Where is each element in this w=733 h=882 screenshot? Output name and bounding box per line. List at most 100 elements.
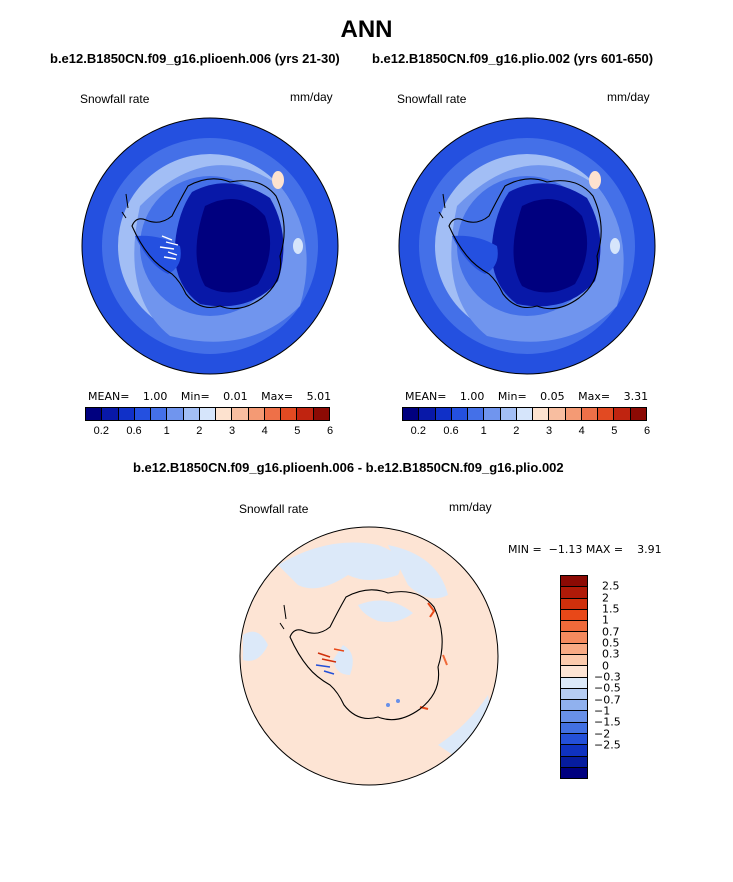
panel-1-mean-label: MEAN= <box>88 390 130 403</box>
colorbar-tick-label: 0.7 <box>602 625 620 639</box>
colorbar-swatch <box>248 408 265 420</box>
colorbar-tick-label: 1.5 <box>602 602 620 616</box>
colorbar-swatch <box>516 408 534 420</box>
panel-1-subtitle: b.e12.B1850CN.f09_g16.plioenh.006 (yrs 2… <box>50 51 340 66</box>
colorbar-swatch <box>561 745 587 757</box>
colorbar-swatch <box>561 598 587 610</box>
colorbar-swatch <box>297 408 314 420</box>
panel-2-units-label: mm/day <box>607 90 650 104</box>
colorbar-tick-label: −2 <box>594 727 611 741</box>
colorbar-swatch <box>561 643 587 655</box>
panel-1-min-value: 0.01 <box>223 390 248 403</box>
colorbar-tick-label: 0.6 <box>443 425 459 437</box>
colorbar-swatch <box>134 408 152 420</box>
colorbar-swatch <box>565 408 582 420</box>
panel-2-max-label: Max= <box>578 390 611 403</box>
colorbar-tick-label: 0 <box>602 659 609 673</box>
panel-1-max-value: 5.01 <box>306 390 332 403</box>
colorbar-swatch <box>118 408 135 420</box>
colorbar-swatch <box>167 408 184 420</box>
diff-colorbar <box>560 575 588 779</box>
diff-subtitle: b.e12.B1850CN.f09_g16.plioenh.006 - b.e1… <box>133 460 564 475</box>
panel-1-map <box>81 117 339 375</box>
colorbar-swatch <box>232 408 249 420</box>
colorbar-swatch <box>199 408 217 420</box>
colorbar-tick-label: 5 <box>611 425 618 437</box>
colorbar-swatch <box>561 711 587 723</box>
colorbar-tick-label: 2 <box>513 425 520 437</box>
colorbar-swatch <box>419 408 436 420</box>
colorbar-swatch <box>216 408 233 420</box>
colorbar-swatch <box>102 408 119 420</box>
plot-title: ANN <box>340 16 393 43</box>
colorbar-swatch <box>183 408 200 420</box>
colorbar-tick-label: 3 <box>545 425 553 437</box>
colorbar-tick-label: 2 <box>196 425 203 437</box>
panel-1-variable-label: Snowfall rate <box>80 92 150 106</box>
colorbar-tick-label: −0.3 <box>594 670 621 684</box>
colorbar-tick-label: −2.5 <box>594 738 621 752</box>
colorbar-tick-label: 0.2 <box>93 425 109 437</box>
colorbar-swatch <box>468 408 485 420</box>
panel-2-mean-label: MEAN= <box>405 390 447 403</box>
colorbar-tick-label: 5 <box>294 425 301 437</box>
colorbar-swatch <box>561 688 587 701</box>
colorbar-swatch <box>630 408 646 420</box>
panel-1-units-label: mm/day <box>290 90 333 104</box>
colorbar-tick-label: 1 <box>480 425 487 437</box>
colorbar-swatch <box>264 408 282 420</box>
diff-map <box>239 526 499 786</box>
colorbar-swatch <box>451 408 469 420</box>
panel-1-min-label: Min= <box>180 390 210 403</box>
diff-colorbar-ticks: 2.5 2 1.5 1 0.7 0.5 0.3 0 −0.3 −0.5 −0.7 −1 −1.5 −2 −2… <box>594 575 634 779</box>
colorbar-swatch <box>86 408 103 420</box>
colorbar-tick-label: 2.5 <box>602 579 620 593</box>
panel-2-max-value: 3.31 <box>623 390 649 403</box>
colorbar-swatch <box>561 654 587 667</box>
colorbar-tick-label: −1 <box>594 704 611 718</box>
colorbar-swatch <box>313 408 329 420</box>
colorbar-tick-label: 1 <box>602 613 609 627</box>
colorbar-swatch <box>561 621 587 633</box>
colorbar-swatch <box>533 408 550 420</box>
diff-units-label: mm/day <box>449 500 492 514</box>
colorbar-tick-label: 1 <box>163 425 170 437</box>
colorbar-swatch <box>581 408 599 420</box>
colorbar-swatch <box>549 408 566 420</box>
colorbar-tick-label: 0.6 <box>126 425 142 437</box>
colorbar-tick-label: 6 <box>326 425 334 437</box>
panel-2-mean-value: 1.00 <box>459 390 485 403</box>
panel-2-map <box>398 117 656 375</box>
panel-2-min-value: 0.05 <box>540 390 565 403</box>
colorbar-swatch <box>614 408 631 420</box>
colorbar-swatch <box>403 408 420 420</box>
colorbar-tick-label: 0.2 <box>410 425 426 437</box>
colorbar-tick-label: −0.5 <box>594 681 621 695</box>
colorbar-swatch <box>561 733 587 746</box>
panel-1-colorbar <box>85 407 330 421</box>
colorbar-swatch <box>151 408 168 420</box>
colorbar-swatch <box>561 587 587 599</box>
colorbar-swatch <box>435 408 452 420</box>
colorbar-tick-label: 4 <box>261 425 268 437</box>
colorbar-swatch <box>598 408 615 420</box>
colorbar-swatch <box>561 677 587 689</box>
panel-1-stats: MEAN= 1.00 Min= 0.01 Max= 5.01 <box>88 390 331 403</box>
panel-2-subtitle: b.e12.B1850CN.f09_g16.plio.002 (yrs 601-… <box>372 51 654 66</box>
colorbar-tick-label: −0.7 <box>594 693 621 707</box>
panel-2-stats: MEAN= 1.00 Min= 0.05 Max= 3.31 <box>405 390 648 403</box>
colorbar-swatch <box>484 408 501 420</box>
panel-2-min-label: Min= <box>497 390 527 403</box>
colorbar-swatch <box>561 666 587 678</box>
diff-stats: MIN = −1.13 MAX = 3.91 <box>508 543 662 556</box>
colorbar-swatch <box>561 632 587 644</box>
colorbar-tick-label: 6 <box>643 425 651 437</box>
panel-1-colorbar-ticks: 0.2 0.6 1 2 3 4 5 6 <box>85 425 334 439</box>
panel-2-variable-label: Snowfall rate <box>397 92 467 106</box>
colorbar-swatch <box>561 609 587 622</box>
panel-1-mean-value: 1.00 <box>142 390 168 403</box>
colorbar-tick-label: 3 <box>228 425 236 437</box>
colorbar-tick-label: −1.5 <box>594 715 621 729</box>
colorbar-swatch <box>561 700 587 712</box>
panel-2-colorbar <box>402 407 647 421</box>
